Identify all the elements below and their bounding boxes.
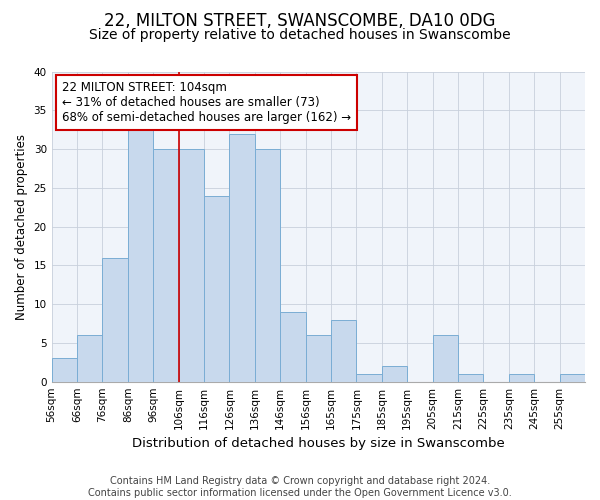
Text: Size of property relative to detached houses in Swanscombe: Size of property relative to detached ho…	[89, 28, 511, 42]
X-axis label: Distribution of detached houses by size in Swanscombe: Distribution of detached houses by size …	[132, 437, 505, 450]
Text: 22 MILTON STREET: 104sqm
← 31% of detached houses are smaller (73)
68% of semi-d: 22 MILTON STREET: 104sqm ← 31% of detach…	[62, 81, 352, 124]
Bar	[331, 320, 356, 382]
Bar	[77, 335, 103, 382]
Bar	[255, 149, 280, 382]
Bar	[305, 335, 331, 382]
Bar	[204, 196, 229, 382]
Bar	[560, 374, 585, 382]
Bar	[382, 366, 407, 382]
Text: 22, MILTON STREET, SWANSCOMBE, DA10 0DG: 22, MILTON STREET, SWANSCOMBE, DA10 0DG	[104, 12, 496, 30]
Text: Contains HM Land Registry data © Crown copyright and database right 2024.
Contai: Contains HM Land Registry data © Crown c…	[88, 476, 512, 498]
Bar	[280, 312, 305, 382]
Bar	[229, 134, 255, 382]
Bar	[52, 358, 77, 382]
Bar	[356, 374, 382, 382]
Bar	[179, 149, 204, 382]
Y-axis label: Number of detached properties: Number of detached properties	[15, 134, 28, 320]
Bar	[103, 258, 128, 382]
Bar	[433, 335, 458, 382]
Bar	[128, 126, 153, 382]
Bar	[153, 149, 179, 382]
Bar	[458, 374, 484, 382]
Bar	[509, 374, 534, 382]
